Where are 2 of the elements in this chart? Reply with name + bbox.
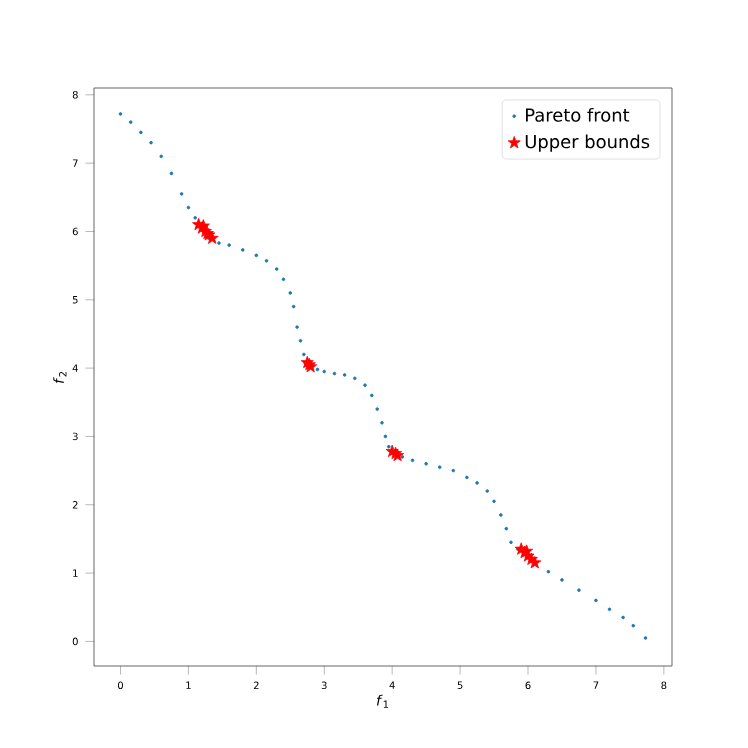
legend-label: Upper bounds — [525, 134, 650, 152]
legend-label: Pareto front — [526, 107, 630, 122]
